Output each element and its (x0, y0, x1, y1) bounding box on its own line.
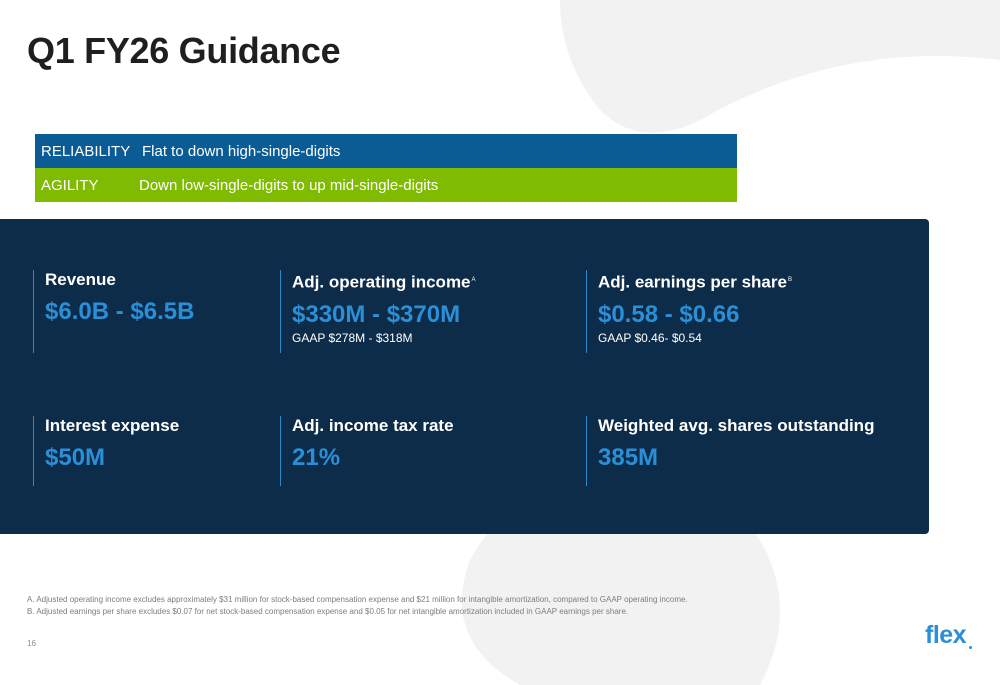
metric-value: $0.58 - $0.66 (598, 300, 740, 328)
metric-label: Interest expense (45, 416, 180, 435)
metric-gaap-value: GAAP $278M - $318M (292, 330, 413, 345)
metric-label: Adj. earnings per shareB (598, 272, 792, 292)
segment-guidance-table: RELIABILITY Flat to down high-single-dig… (35, 134, 737, 202)
metric-value: 21% (292, 444, 341, 471)
footnotes: A. Adjusted operating income excludes ap… (27, 594, 688, 618)
guidance-metrics-panel: Revenue $6.0B - $6.5B Adj. operating inc… (0, 219, 929, 534)
segment-row-reliability: RELIABILITY Flat to down high-single-dig… (35, 134, 737, 168)
logo-dot (969, 646, 972, 649)
metric-value: 385M (598, 444, 659, 471)
metric-weighted-avg-shares: Weighted avg. shares outstanding 385M (586, 416, 874, 486)
metric-gaap-value: GAAP $0.46- $0.54 (598, 330, 702, 345)
footnote-marker: B (787, 277, 792, 283)
page-number: 16 (27, 639, 36, 648)
metric-interest-expense: Interest expense $50M (33, 416, 179, 486)
metric-value: $330M - $370M (292, 300, 461, 328)
page-title: Q1 FY26 Guidance (27, 30, 341, 71)
metric-value: $50M (45, 444, 106, 471)
metric-revenue: Revenue $6.0B - $6.5B (33, 270, 194, 353)
metric-value: $6.0B - $6.5B (45, 298, 195, 325)
segment-name: AGILITY (41, 176, 99, 194)
footnote-a: A. Adjusted operating income excludes ap… (27, 595, 688, 604)
footnote-marker: A (471, 277, 476, 283)
metric-label: Adj. operating incomeA (292, 272, 476, 292)
metric-label: Revenue (45, 270, 116, 289)
metric-label: Adj. income tax rate (292, 416, 454, 435)
footnote-b: B. Adjusted earnings per share excludes … (27, 607, 629, 616)
metric-label: Weighted avg. shares outstanding (598, 416, 875, 435)
segment-name: RELIABILITY (41, 142, 131, 160)
flex-logo: flex (925, 621, 967, 649)
segment-guidance: Down low-single-digits to up mid-single-… (139, 176, 439, 194)
segment-row-agility: AGILITY Down low-single-digits to up mid… (35, 168, 737, 202)
segment-guidance: Flat to down high-single-digits (142, 142, 341, 160)
metric-adj-eps: Adj. earnings per shareB $0.58 - $0.66 G… (586, 270, 792, 353)
metric-adj-operating-income: Adj. operating incomeA $330M - $370M GAA… (280, 270, 476, 353)
metric-adj-income-tax-rate: Adj. income tax rate 21% (280, 416, 454, 486)
